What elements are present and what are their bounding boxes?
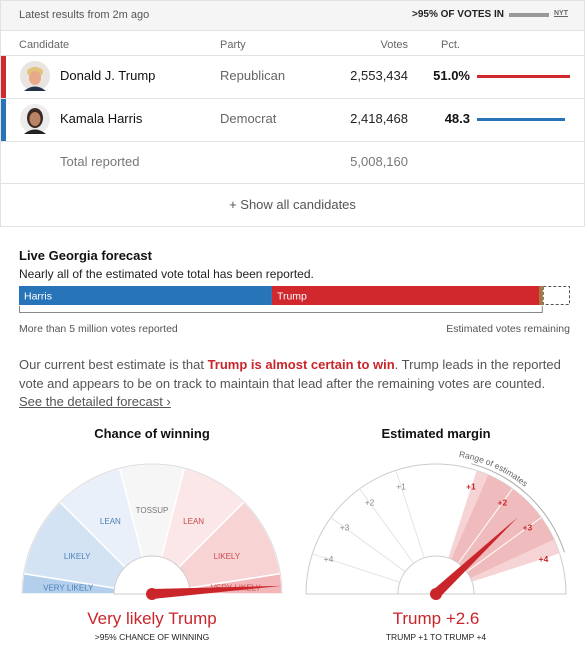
- needle-hub: [146, 588, 158, 600]
- gauge-outline: [21, 463, 283, 595]
- tick-label: +2: [365, 498, 375, 508]
- vote-count: 2,418,468: [350, 111, 408, 126]
- pct-bar: [477, 118, 566, 121]
- show-all-button[interactable]: + Show all candidates: [229, 197, 356, 212]
- summary-highlight: Trump is almost certain to win: [207, 357, 395, 372]
- summary-paragraph: Our current best estimate is that Trump …: [19, 356, 569, 412]
- gauge-hub-cutout: [397, 555, 475, 595]
- range-bracket: [471, 463, 565, 553]
- vote-pct: 48.3: [444, 111, 470, 126]
- tick-label: +4: [324, 554, 334, 564]
- column-header: Candidate: [19, 39, 70, 51]
- reported-label: More than 5 million votes reported: [19, 323, 178, 335]
- band-label: TOSSUP: [136, 506, 169, 515]
- gauge-title: Chance of winning: [94, 426, 210, 441]
- vote-segment: [271, 286, 540, 305]
- forecast-link[interactable]: See the detailed forecast ›: [19, 394, 171, 409]
- updated-label: Latest results from 2m ago: [19, 9, 150, 21]
- band-label: LEAN: [100, 517, 121, 526]
- gauge-headline: Very likely Trump: [87, 609, 216, 628]
- source-label: NYT: [554, 10, 568, 17]
- tick-label: +3: [340, 523, 350, 533]
- grid-line: [395, 470, 425, 559]
- row-divider: [1, 55, 584, 56]
- party-stripe: [1, 99, 6, 141]
- gauges: Chance of winning VERY LIKELY LIKELY LEAN TO…: [21, 426, 567, 642]
- summary-text: Our current best estimate is that: [19, 357, 208, 372]
- row-divider: [1, 141, 584, 142]
- header-bar: [0, 0, 585, 31]
- tick-label: +4: [539, 554, 549, 564]
- reporting-label: >95% OF VOTES IN: [412, 9, 504, 20]
- gauge-detail: TRUMP +1 TO TRUMP +4: [386, 632, 487, 642]
- band-label: LIKELY: [64, 552, 91, 561]
- summary-text: . Trump leads in the reported vote and a…: [19, 357, 561, 391]
- grid-line: [359, 488, 415, 564]
- remaining-label: Estimated votes remaining: [446, 323, 570, 335]
- candidate-photo: [20, 104, 50, 134]
- grid-line: [330, 517, 406, 573]
- tick-label: +1: [396, 482, 406, 492]
- grid-line: [312, 553, 401, 583]
- party-name: Democrat: [220, 111, 277, 126]
- band-label: LIKELY: [214, 552, 241, 561]
- gauge-title: Estimated margin: [381, 426, 490, 441]
- tick-label: +2: [498, 498, 508, 508]
- vote-count: 2,553,434: [350, 68, 408, 83]
- pct-bar: [477, 75, 570, 78]
- tick-label: +1: [466, 482, 476, 492]
- grid-line: [447, 470, 477, 559]
- candidate-name: Donald J. Trump: [60, 68, 156, 83]
- segment-label: Trump: [277, 291, 307, 303]
- candidate-name: Kamala Harris: [60, 111, 143, 126]
- gauge-hub-cutout: [113, 555, 191, 595]
- band-label: LEAN: [183, 517, 204, 526]
- grid-line: [457, 488, 513, 564]
- forecast-subtitle: Nearly all of the estimated vote total h…: [19, 267, 314, 281]
- total-label: Total reported: [60, 154, 140, 169]
- party-stripe: [1, 56, 6, 98]
- gauge-detail: >95% CHANCE OF WINNING: [95, 632, 210, 642]
- candidate-photo: [20, 61, 50, 91]
- needle-hub: [430, 588, 442, 600]
- other-segment: [539, 286, 543, 305]
- chance-needle: [151, 585, 282, 599]
- tick-label: +3: [523, 523, 533, 533]
- segment-label: Harris: [24, 291, 52, 303]
- row-divider: [1, 98, 584, 99]
- column-header: Party: [220, 39, 246, 51]
- band-label: VERY LIKELY: [43, 583, 94, 592]
- vote-segment: [19, 286, 272, 305]
- column-header: Pct.: [441, 39, 460, 51]
- reporting-bar: [509, 13, 549, 17]
- remaining-segment: [542, 286, 571, 305]
- forecast-title: Live Georgia forecast: [19, 248, 152, 263]
- vote-pct: 51.0%: [433, 68, 470, 83]
- forecast-bar: Harris Trump: [19, 286, 571, 313]
- row-divider: [1, 183, 584, 184]
- party-name: Republican: [220, 68, 286, 83]
- grid-line: [471, 553, 560, 583]
- column-header: Votes: [380, 39, 408, 51]
- reported-bracket: [19, 306, 543, 313]
- grid-line: [466, 517, 542, 573]
- total-votes: 5,008,160: [350, 154, 408, 169]
- gauge-headline: Trump +2.6: [393, 609, 480, 628]
- margin-needle: [432, 517, 518, 598]
